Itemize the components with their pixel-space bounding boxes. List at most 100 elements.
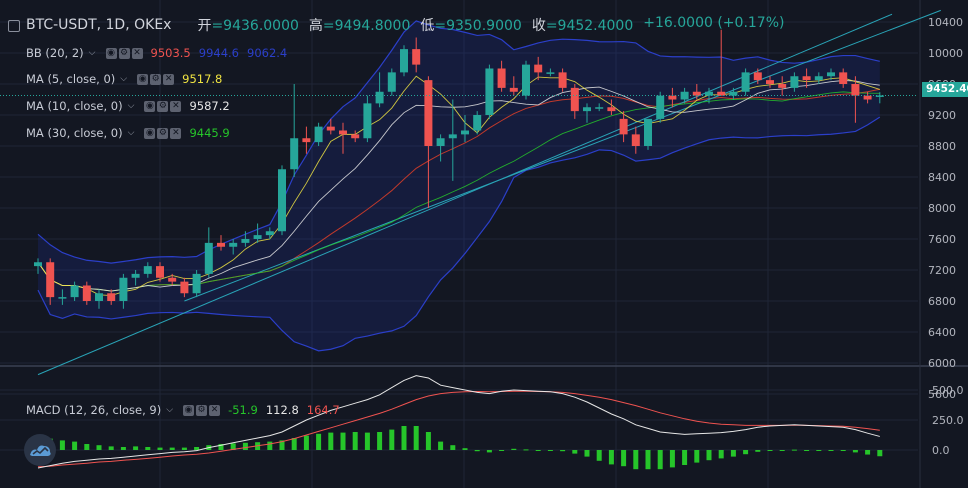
macd-histogram-bar [450,445,456,450]
candle-body [558,72,567,88]
tradingview-logo-icon[interactable] [24,434,56,466]
eye-icon[interactable]: ◉ [183,404,195,416]
chevron-down-icon[interactable]: ⌵ [127,101,135,111]
gear-icon[interactable]: ⚙ [157,100,169,112]
candle-body [790,76,799,88]
close-icon[interactable]: ✕ [170,100,182,112]
candle-body [46,262,55,298]
indicator-label-ma10: MA (10, close, 0) [26,99,123,113]
indicator-legend-ma10[interactable]: MA (10, close, 0) ⌵ ◉ ⚙ ✕ 9587.2 [26,98,230,114]
close-icon[interactable]: ✕ [163,73,175,85]
candle-body [119,277,128,301]
candle-body [241,239,250,243]
price-tick-label: 9200 [928,109,956,122]
candle-body [351,134,360,139]
macd-tick-label: 250.0 [932,414,964,427]
ohlc-high: 高=9494.8000 [308,18,411,34]
collapse-icon[interactable] [8,20,20,32]
macd-histogram-bar [364,432,370,450]
candle-body [644,118,652,146]
candle-body [668,95,677,100]
macd-histogram-bar [486,450,492,453]
candle-body [448,134,457,139]
macd-histogram-bar [877,450,883,457]
candle-body [192,273,201,294]
macd-histogram-bar [791,449,797,451]
indicator-legend-ma30[interactable]: MA (30, close, 0) ⌵ ◉ ⚙ ✕ 9445.9 [26,125,230,141]
chevron-down-icon[interactable]: ⌵ [120,74,128,84]
ohlc-low: 低=9350.9000 [420,18,522,34]
price-tick-label: 8000 [928,202,956,215]
candle-body [82,285,91,301]
gear-icon[interactable]: ⚙ [157,127,169,139]
gear-icon[interactable]: ⚙ [118,47,130,59]
candle-body [607,107,616,112]
indicator-label-ma30: MA (30, close, 0) [26,126,123,140]
candle-body [265,231,274,236]
eye-icon[interactable]: ◉ [144,100,156,112]
price-tick-label: 7200 [928,264,956,277]
macd-histogram-bar [816,450,822,451]
bb-lower-value: 9062.4 [247,46,288,60]
candle-body [619,118,628,135]
candle-body [595,107,604,109]
macd-histogram-bar [84,444,90,450]
candle-body [778,84,787,88]
trendline [37,13,893,376]
gear-icon[interactable]: ⚙ [150,73,162,85]
trendline [184,9,941,302]
candle-body [839,72,848,84]
candle-body [497,68,506,88]
candle-body [705,91,713,96]
eye-icon[interactable]: ◉ [105,47,117,59]
macd-histogram-bar [804,450,810,451]
macd-histogram-bar [72,441,78,450]
macd-histogram-bar [267,441,273,450]
macd-histogram-bar [389,429,395,450]
chart-header: BTC-USDT, 1D, OKEx 开=9436.0000 高=9494.80… [26,14,784,36]
macd-histogram-bar [608,450,614,465]
indicator-legend-bb[interactable]: BB (20, 2) ⌵ ◉ ⚙ ✕ 9503.5 9944.6 9062.4 [26,45,287,61]
candle-body [339,130,347,135]
macd-histogram-bar [242,442,248,450]
macd-histogram-bar [511,448,517,450]
candle-body [717,91,726,96]
candle-body [180,281,189,294]
price-tick-label: 8400 [928,171,956,184]
candle-body [461,130,469,135]
close-icon[interactable]: ✕ [209,404,221,416]
macd-histogram-bar [352,432,358,450]
bb-basis-value: 9503.5 [150,46,191,60]
eye-icon[interactable]: ◉ [137,73,149,85]
chevron-down-icon[interactable]: ⌵ [88,48,96,58]
macd-histogram-bar [645,450,651,470]
gear-icon[interactable]: ⚙ [196,404,208,416]
ma5-line [37,75,880,297]
eye-icon[interactable]: ◉ [144,127,156,139]
macd-signal-value: 164.7 [306,403,340,417]
chevron-down-icon[interactable]: ⌵ [127,128,135,138]
chevron-down-icon[interactable]: ⌵ [166,405,174,415]
macd-histogram-bar [852,450,858,453]
macd-histogram-bar [840,450,846,451]
ohlc-readout: 开=9436.0000 高=9494.8000 低=9350.9000 收=94… [197,15,784,35]
close-icon[interactable]: ✕ [131,47,143,59]
indicator-legend-ma5[interactable]: MA (5, close, 0) ⌵ ◉ ⚙ ✕ 9517.8 [26,71,222,87]
macd-histogram-bar [462,448,468,450]
candle-body [766,80,774,84]
macd-line [37,375,880,469]
indicator-label-ma5: MA (5, close, 0) [26,72,116,86]
macd-histogram-bar [718,450,724,459]
macd-histogram-bar [596,450,602,461]
macd-histogram-bar [828,450,834,451]
price-tick-label: 8800 [928,140,956,153]
bb-band-fill [38,20,880,351]
macd-legend[interactable]: MACD (12, 26, close, 9) ⌵ ◉ ⚙ ✕ -51.9 112.8… [26,402,340,418]
candle-body [217,242,225,247]
candle-body [802,76,811,81]
close-icon[interactable]: ✕ [170,127,182,139]
macd-histogram-bar [133,446,139,450]
ohlc-change: +16.0000 (+0.17%) [643,15,785,31]
candle-body [290,138,299,170]
